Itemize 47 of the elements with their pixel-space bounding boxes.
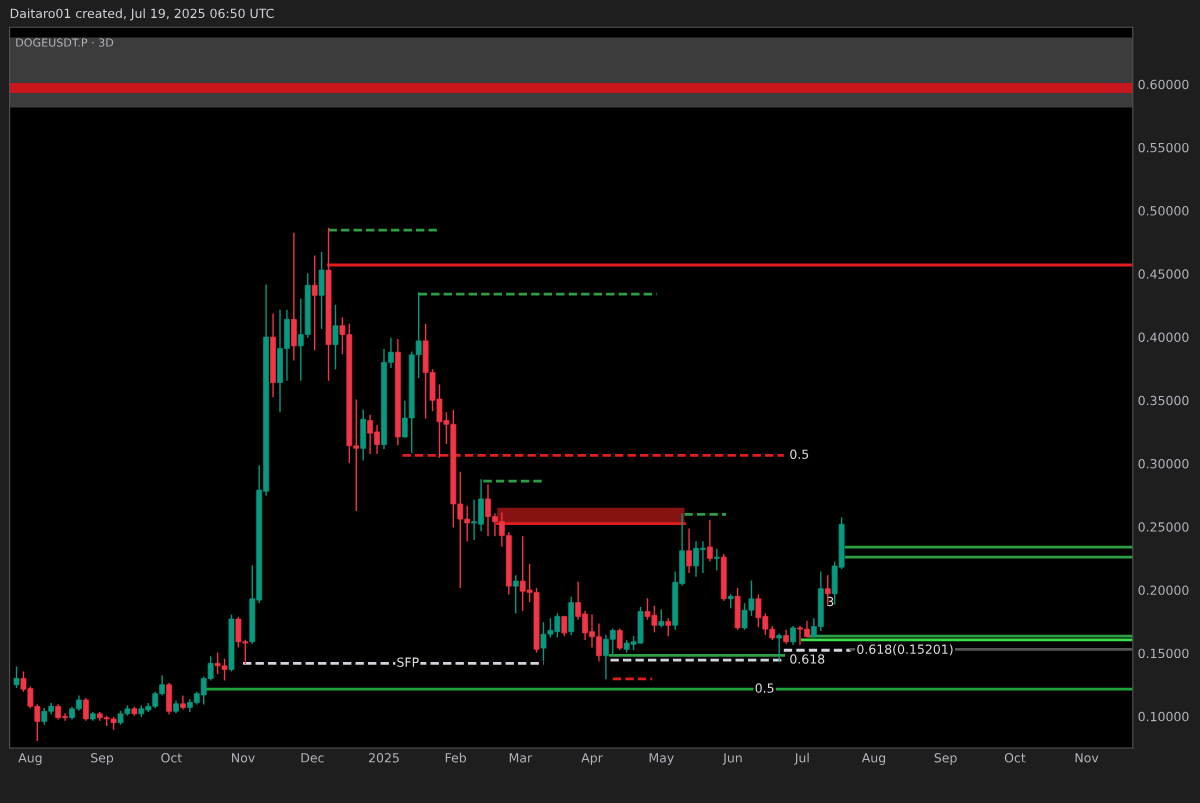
x-tick-label: Oct	[161, 753, 182, 763]
x-tick-label: Jun	[722, 753, 742, 765]
y-tick-label: 0.45000	[1138, 269, 1189, 279]
candlestick	[561, 615, 568, 637]
x-tick-label: 2025	[369, 753, 399, 763]
x-tick-label: Feb	[445, 752, 467, 763]
x-tick-label: Sep	[934, 753, 957, 765]
y-tick-label: 0.40000	[1138, 332, 1189, 342]
y-tick-label: 0.20000	[1138, 585, 1189, 595]
y-tick-label: 0.15000	[1138, 648, 1189, 659]
x-tick-label: Dec	[301, 753, 324, 763]
x-tick-label: Jul	[794, 752, 809, 765]
annotation: SFP	[397, 657, 419, 667]
candlestick	[82, 697, 89, 721]
x-tick-label: Mar	[509, 753, 533, 763]
x-tick-label: Aug	[861, 753, 886, 765]
chart-subtitle: Daitaro01 created, Jul 19, 2025 06:50 UTC	[10, 8, 274, 21]
candlestick	[713, 548, 720, 571]
x-tick-label: Apr	[581, 753, 603, 765]
y-tick-label: 0.55000	[1138, 142, 1189, 153]
x-tick-label: May	[649, 753, 674, 765]
x-tick-label: Nov	[1075, 753, 1099, 763]
x-tick-label: Sep	[91, 753, 114, 765]
x-tick-label: Oct	[1004, 753, 1026, 763]
x-tick-label: Nov	[232, 753, 255, 763]
annotation: 0.618(0.15201)	[857, 644, 953, 656]
annotation: 0.5	[755, 683, 774, 693]
candlestick	[706, 519, 713, 562]
text: DOGEUSDT.P · 3D	[16, 38, 114, 47]
y-tick-label: 0.30000	[1138, 458, 1189, 469]
x-tick-label: Aug	[18, 753, 42, 765]
annotation: 0.5	[790, 449, 809, 459]
candlestick	[13, 666, 20, 688]
candlestick	[776, 633, 783, 662]
candlestick	[686, 528, 692, 573]
annotation: 0.618	[790, 654, 825, 664]
candlestick	[616, 628, 623, 651]
candlestick	[311, 255, 318, 351]
candlestick	[332, 304, 339, 370]
candlestick	[180, 695, 186, 710]
y-tick-label: 0.25000	[1138, 522, 1189, 532]
annotation: 3	[827, 596, 834, 607]
y-tick-label: 0.50000	[1138, 206, 1189, 216]
y-tick-label: 0.35000	[1138, 395, 1189, 406]
y-tick-label: 0.60000	[1138, 79, 1189, 90]
y-tick-label: 0.10000	[1138, 711, 1189, 722]
candlestick	[512, 575, 519, 614]
